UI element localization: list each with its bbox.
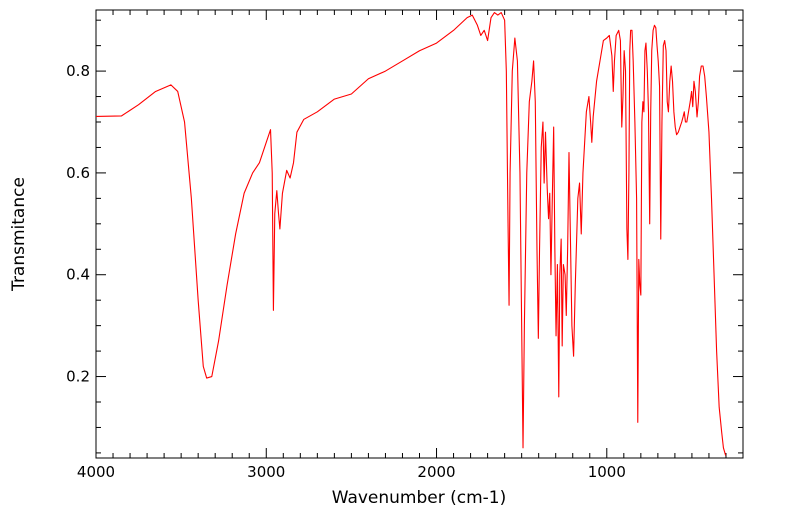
x-tick-label: 2000 bbox=[417, 463, 455, 481]
y-axis-label: Transmitance bbox=[9, 177, 29, 292]
x-tick-label: 3000 bbox=[247, 463, 285, 481]
y-tick-label: 0.6 bbox=[66, 164, 90, 182]
y-tick-labels: 0.2 0.4 0.6 0.8 bbox=[66, 62, 90, 385]
x-tick-label: 4000 bbox=[77, 463, 115, 481]
x-tick-labels: 4000 3000 2000 1000 bbox=[77, 463, 626, 481]
series-line bbox=[95, 12, 727, 456]
y-tick-label: 0.4 bbox=[66, 266, 90, 284]
x-axis-label: Wavenumber (cm-1) bbox=[332, 488, 507, 508]
x-tick-label: 1000 bbox=[588, 463, 626, 481]
y-tick-label: 0.2 bbox=[66, 368, 90, 386]
axis-ticks bbox=[95, 10, 743, 458]
plot-area-frame bbox=[95, 9, 744, 459]
y-tick-label: 0.8 bbox=[66, 62, 90, 80]
